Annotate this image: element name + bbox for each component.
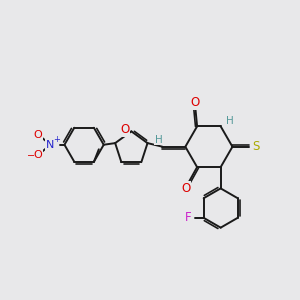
Text: F: F — [185, 211, 192, 224]
Text: H: H — [226, 116, 234, 126]
Text: +: + — [53, 135, 60, 144]
Text: H: H — [155, 134, 163, 145]
Text: O: O — [120, 123, 129, 136]
Text: O: O — [33, 130, 42, 140]
Text: S: S — [252, 140, 260, 153]
Text: O: O — [181, 182, 190, 195]
Text: O: O — [33, 150, 42, 160]
Text: O: O — [191, 96, 200, 109]
Text: N: N — [46, 140, 55, 150]
Text: −: − — [27, 151, 35, 161]
